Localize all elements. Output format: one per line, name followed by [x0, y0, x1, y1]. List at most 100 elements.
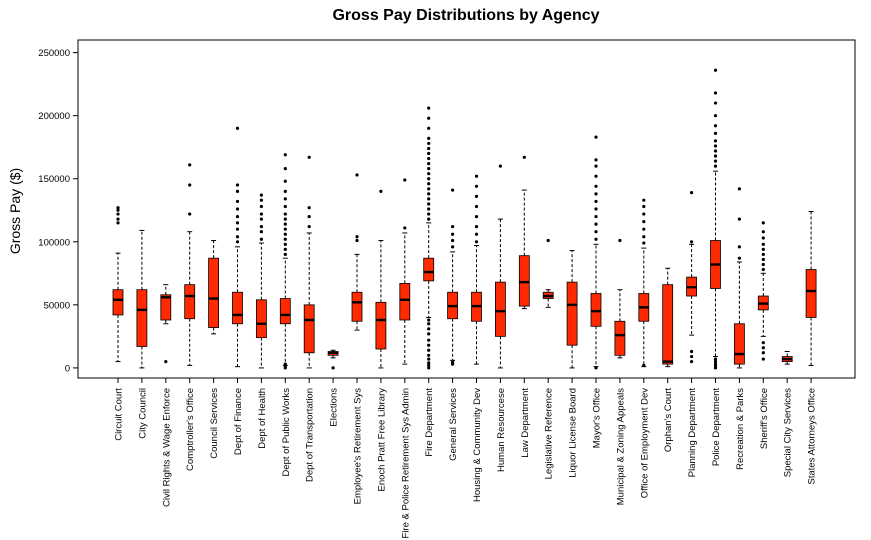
outlier-point	[690, 354, 694, 359]
outlier-point	[355, 238, 359, 243]
outlier-point	[451, 360, 455, 364]
outlier-point	[427, 327, 431, 331]
outlier-point	[427, 197, 431, 201]
outlier-point	[283, 232, 287, 236]
box-7	[279, 153, 291, 370]
outlier-point	[259, 198, 263, 202]
outlier-point	[259, 212, 263, 216]
x-tick-label: Planning Department	[687, 388, 698, 478]
box-iqr	[279, 298, 291, 325]
outlier-point	[427, 146, 431, 151]
box-iqr	[518, 255, 530, 307]
box-10	[351, 173, 363, 331]
outlier-point	[474, 184, 479, 188]
y-tick-label: 100000	[38, 237, 70, 248]
box-iqr	[303, 304, 315, 354]
outlier-point	[235, 221, 240, 225]
x-tick-label: Housing & Community Dev	[472, 388, 483, 502]
outlier-point	[594, 222, 598, 226]
outlier-point	[116, 212, 120, 216]
outlier-point	[283, 362, 287, 366]
outlier-point	[427, 217, 431, 221]
x-tick-label: States Attorneys Office	[807, 388, 818, 484]
box-iqr	[590, 293, 602, 327]
box-iqr	[399, 283, 411, 321]
x-tick-label: Recreation & Parks	[735, 388, 746, 470]
outlier-point	[427, 187, 431, 191]
outlier-point	[164, 360, 168, 364]
outlier-point	[594, 164, 598, 168]
outlier-point	[474, 214, 479, 219]
x-tick-label: Orphan's Court	[663, 388, 674, 452]
outlier-point	[713, 101, 718, 105]
box-iqr	[614, 320, 626, 356]
box-iqr	[351, 291, 363, 322]
outlier-point	[737, 245, 742, 249]
outlier-point	[307, 206, 311, 210]
x-tick-label: Fire & Police Retirement Sys Admin	[400, 388, 411, 538]
x-tick-label: Circuit Court	[114, 388, 125, 441]
x-tick-label: Municipal & Zoning Appeals	[615, 388, 626, 505]
outlier-point	[235, 235, 240, 239]
outlier-point	[713, 159, 718, 163]
x-tick-label: Council Services	[209, 388, 220, 459]
outlier-point	[690, 240, 694, 244]
outlier-point	[427, 332, 431, 336]
outlier-point	[713, 114, 718, 118]
outlier-point	[283, 252, 287, 257]
box-1	[136, 229, 148, 369]
outlier-point	[642, 227, 646, 231]
outlier-point	[594, 214, 598, 219]
box-28	[781, 351, 793, 365]
outlier-point	[713, 357, 718, 361]
outlier-point	[594, 158, 598, 162]
box-26	[734, 187, 745, 369]
outlier-point	[474, 194, 479, 198]
box-iqr	[255, 299, 267, 339]
x-tick-label: Comptroller's Office	[185, 388, 196, 471]
x-tick-label: Human Resourcese	[496, 388, 507, 472]
outlier-point	[451, 232, 455, 236]
outlier-point	[235, 199, 240, 204]
box-14	[447, 188, 459, 366]
outlier-point	[713, 91, 718, 95]
outlier-point	[283, 189, 287, 193]
outlier-point	[713, 164, 718, 168]
x-tick-label: Special City Services	[783, 388, 794, 477]
outlier-point	[642, 220, 646, 224]
box-iqr	[208, 257, 220, 328]
outlier-point	[283, 227, 287, 231]
outlier-point	[474, 225, 479, 229]
outlier-point	[116, 217, 120, 221]
x-tick-label: Elections	[329, 388, 340, 427]
outlier-point	[283, 217, 287, 221]
outlier-point	[642, 212, 646, 216]
outlier-point	[690, 349, 694, 354]
box-6	[255, 193, 267, 369]
outlier-point	[642, 363, 646, 367]
box-11	[375, 189, 387, 369]
outlier-point	[116, 206, 120, 210]
outlier-point	[594, 135, 598, 139]
outlier-point	[713, 68, 718, 72]
outlier-point	[427, 361, 431, 365]
box-19	[566, 250, 578, 369]
box-15	[471, 174, 482, 365]
y-tick-label: 250000	[38, 48, 70, 59]
outlier-point	[451, 238, 455, 243]
x-tick-label: General Services	[448, 388, 459, 461]
outlier-point	[761, 267, 765, 272]
box-17	[518, 155, 530, 310]
outlier-point	[259, 204, 263, 209]
chart-title: Gross Pay Distributions by Agency	[332, 7, 599, 24]
box-21	[614, 238, 626, 359]
outlier-point	[427, 212, 431, 216]
box-27	[757, 221, 769, 361]
outlier-point	[761, 346, 765, 350]
outlier-point	[594, 366, 598, 370]
outlier-point	[403, 178, 407, 182]
box-9	[327, 349, 339, 370]
outlier-point	[761, 247, 765, 251]
box-iqr	[136, 289, 148, 347]
